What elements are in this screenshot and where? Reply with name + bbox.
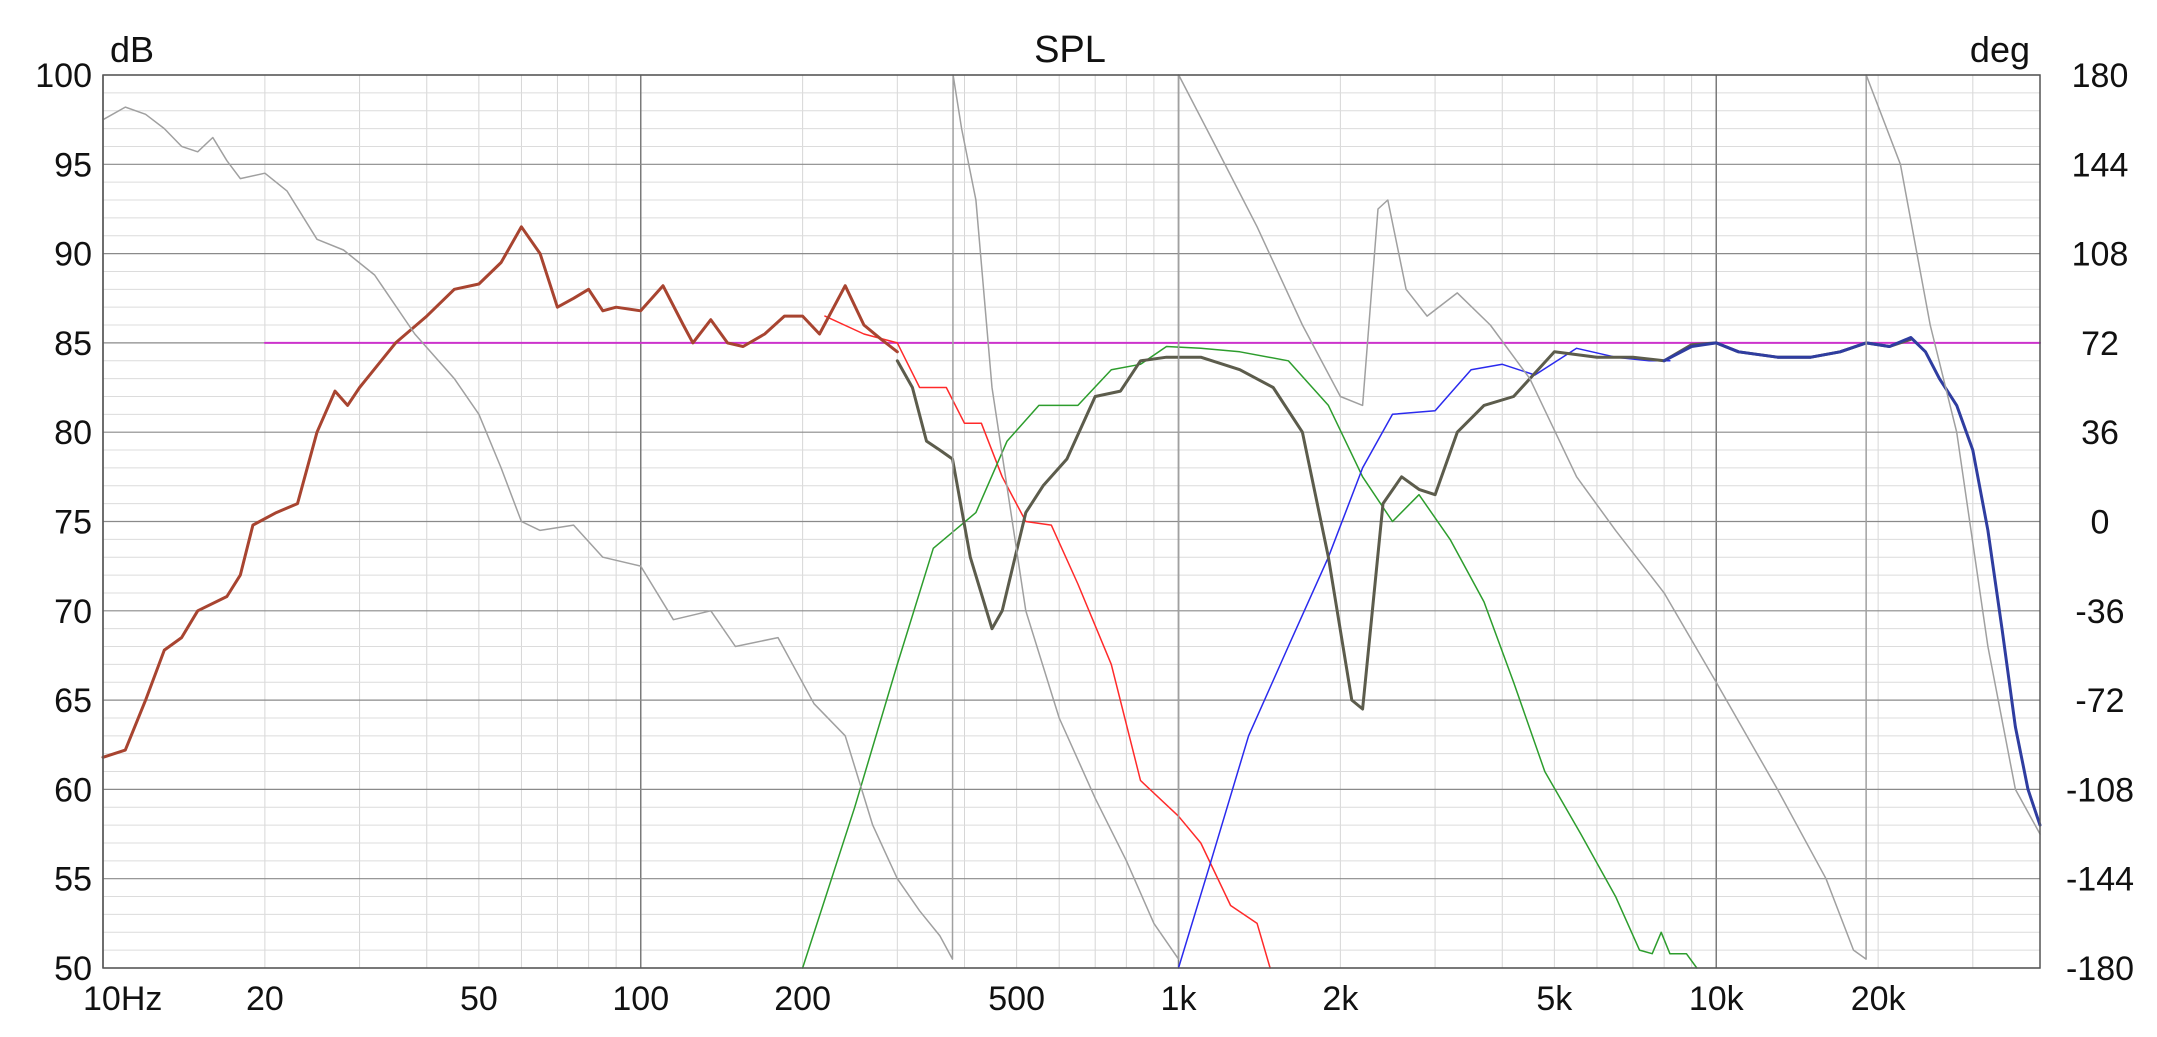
x-tick-label: 1k [1161, 980, 1198, 1018]
x-tick-label: 10Hz [83, 980, 162, 1018]
y-left-tick-label: 50 [54, 950, 92, 988]
series-line-7 [1662, 336, 2042, 827]
x-tick-labels: 10Hz 20 50 100 200 500 1k 2k 5k 10k 20k [83, 980, 1907, 1018]
x-tick-label: 50 [460, 980, 498, 1018]
x-tick-label: 20k [1851, 980, 1907, 1018]
y-right-tick-label: 180 [2072, 57, 2129, 95]
series-line-4 [1177, 347, 1671, 969]
x-tick-label: 5k [1536, 980, 1573, 1018]
y-left-tick-label: 75 [54, 504, 92, 542]
y-right-tick-label: -72 [2075, 682, 2124, 720]
x-tick-label: 2k [1322, 980, 1359, 1018]
y-right-tick-label: -108 [2066, 771, 2134, 809]
x-tick-label: 20 [246, 980, 284, 1018]
y-right-tick-label: 72 [2081, 325, 2119, 363]
y-right-tick-labels: 180 144 108 72 36 0 -36 -72 -108 -144 -180 [2066, 57, 2134, 988]
y-left-tick-labels: 100 95 90 85 80 75 70 65 60 55 50 [35, 57, 92, 988]
y-left-tick-label: 70 [54, 593, 92, 631]
y-right-tick-label: 36 [2081, 414, 2119, 452]
y-right-tick-label: 144 [2072, 146, 2129, 184]
y-right-tick-label: 0 [2091, 504, 2110, 542]
y-left-tick-label: 80 [54, 414, 92, 452]
plot-frame [102, 74, 2041, 969]
y-right-tick-label: -180 [2066, 950, 2134, 988]
y-left-tick-label: 85 [54, 325, 92, 363]
y-right-tick-label: -36 [2075, 593, 2124, 631]
y-left-tick-label: 100 [35, 57, 92, 95]
y-axis-right-title: deg [1970, 29, 2030, 70]
y-axis-left-title: dB [110, 29, 154, 70]
series-line-2 [824, 315, 1271, 969]
y-right-tick-label: -144 [2066, 861, 2134, 899]
series-line-5 [101, 225, 899, 759]
y-left-tick-label: 60 [54, 771, 92, 809]
y-left-tick-label: 95 [54, 146, 92, 184]
series-line-8 [102, 74, 2041, 960]
x-tick-label: 500 [988, 980, 1045, 1018]
y-left-tick-label: 55 [54, 861, 92, 899]
y-left-tick-label: 90 [54, 236, 92, 274]
x-tick-label: 200 [774, 980, 831, 1018]
y-right-tick-label: 108 [2072, 236, 2129, 274]
series-layer [101, 74, 2042, 969]
y-left-tick-label: 65 [54, 682, 92, 720]
x-tick-label: 10k [1689, 980, 1745, 1018]
chart-title: SPL [1034, 29, 1106, 71]
x-tick-label: 100 [612, 980, 669, 1018]
